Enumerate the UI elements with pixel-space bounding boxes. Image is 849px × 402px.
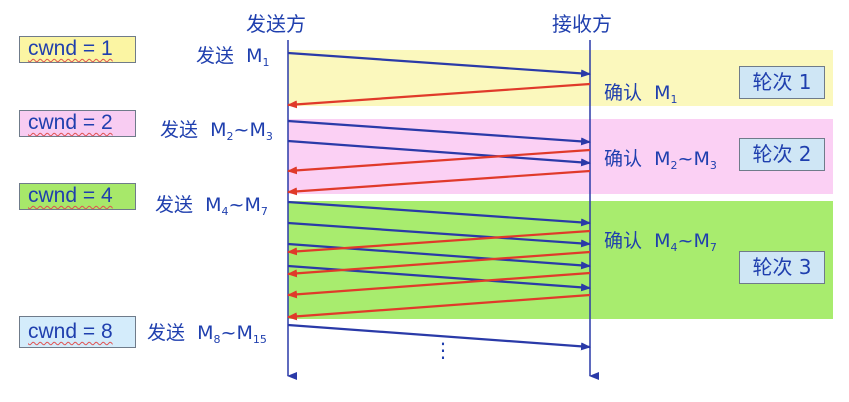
ack-label-2: 确认 M2~M3 [604, 148, 717, 172]
ack-arrow [287, 169, 591, 196]
ack-arrow [287, 82, 591, 109]
cwnd-label-8: cwnd = 8 [19, 316, 136, 348]
send-label-4: 发送 M8~M15 [147, 322, 267, 346]
data-arrow [287, 139, 591, 167]
round-label-2: 轮次 2 [739, 138, 825, 171]
data-arrow [287, 200, 591, 227]
data-arrow [287, 51, 591, 78]
ack-label-1: 确认 M1 [604, 82, 678, 106]
ack-label-3: 确认 M4~M7 [604, 230, 717, 254]
ack-arrow [287, 271, 591, 299]
data-arrow [287, 323, 591, 351]
data-arrow [287, 119, 591, 146]
continuation-ellipsis: ⋮ [433, 338, 453, 362]
cwnd-value: cwnd = 8 [28, 320, 113, 343]
ack-arrow [287, 250, 591, 278]
round-label-3: 轮次 3 [739, 251, 825, 284]
cwnd-label-4: cwnd = 4 [19, 183, 136, 210]
cwnd-label-1: cwnd = 1 [19, 36, 136, 63]
cwnd-label-2: cwnd = 2 [19, 110, 136, 137]
ack-arrow [287, 293, 591, 321]
round-label-1: 轮次 1 [739, 66, 825, 99]
ack-arrow [287, 229, 591, 256]
cwnd-value: cwnd = 1 [28, 37, 113, 60]
cwnd-value: cwnd = 4 [28, 184, 113, 207]
cwnd-value: cwnd = 2 [28, 111, 113, 134]
send-label-1: 发送 M1 [196, 45, 270, 69]
send-label-2: 发送 M2~M3 [160, 119, 273, 143]
receiver-header: 接收方 [552, 12, 612, 36]
send-label-3: 发送 M4~M7 [155, 194, 268, 218]
ack-arrow [287, 148, 591, 175]
data-arrow [287, 221, 591, 248]
sender-header: 发送方 [246, 12, 306, 36]
